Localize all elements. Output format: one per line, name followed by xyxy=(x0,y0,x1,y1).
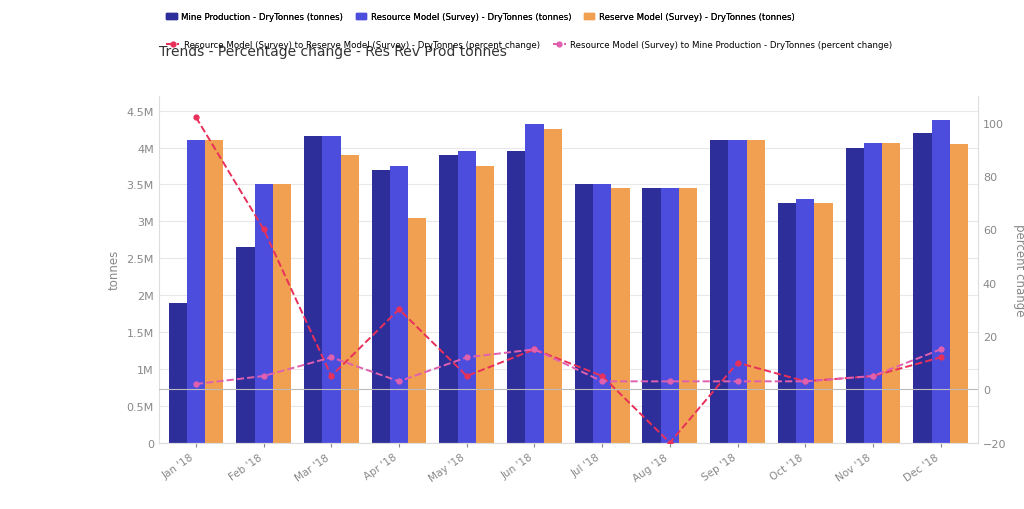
Legend: Mine Production - DryTonnes (tonnes), Resource Model (Survey) - DryTonnes (tonne: Mine Production - DryTonnes (tonnes), Re… xyxy=(163,9,798,25)
Resource Model (Survey) to Reserve Model (Survey) - DryTonnes (percent change) xyxy=(461,373,473,379)
Line: Resource Model (Survey) to Reserve Model (Survey) - DryTonnes (percent change): Resource Model (Survey) to Reserve Model… xyxy=(194,116,943,445)
Bar xyxy=(796,200,814,443)
Resource Model (Survey) to Mine Production - DryTonnes (percent change) xyxy=(731,379,743,385)
Resource Model (Survey) to Reserve Model (Survey) - DryTonnes (percent change) xyxy=(664,440,676,446)
Resource Model (Survey) to Reserve Model (Survey) - DryTonnes (percent change) xyxy=(799,379,811,385)
Resource Model (Survey) to Mine Production - DryTonnes (percent change) xyxy=(393,379,406,385)
Bar xyxy=(476,166,495,443)
Bar xyxy=(932,120,950,443)
Resource Model (Survey) to Reserve Model (Survey) - DryTonnes (percent change) xyxy=(528,347,541,353)
Bar xyxy=(814,204,833,443)
Bar xyxy=(409,218,426,443)
Resource Model (Survey) to Reserve Model (Survey) - DryTonnes (percent change) xyxy=(189,115,202,121)
Resource Model (Survey) to Reserve Model (Survey) - DryTonnes (percent change) xyxy=(867,373,880,379)
Resource Model (Survey) to Mine Production - DryTonnes (percent change) xyxy=(326,355,338,361)
Bar xyxy=(237,248,255,443)
Bar xyxy=(304,137,323,443)
Bar xyxy=(746,141,765,443)
Bar xyxy=(169,303,186,443)
Resource Model (Survey) to Mine Production - DryTonnes (percent change) xyxy=(867,373,880,379)
Bar xyxy=(660,189,679,443)
Bar xyxy=(778,204,796,443)
Bar xyxy=(711,141,728,443)
Bar xyxy=(525,125,544,443)
Bar xyxy=(642,189,660,443)
Bar xyxy=(728,141,746,443)
Resource Model (Survey) to Mine Production - DryTonnes (percent change) xyxy=(596,379,608,385)
Resource Model (Survey) to Mine Production - DryTonnes (percent change) xyxy=(528,347,541,353)
Resource Model (Survey) to Reserve Model (Survey) - DryTonnes (percent change) xyxy=(731,360,743,366)
Resource Model (Survey) to Reserve Model (Survey) - DryTonnes (percent change) xyxy=(935,355,947,361)
Line: Resource Model (Survey) to Mine Production - DryTonnes (percent change): Resource Model (Survey) to Mine Producti… xyxy=(194,347,943,387)
Bar xyxy=(186,141,205,443)
Resource Model (Survey) to Mine Production - DryTonnes (percent change) xyxy=(664,379,676,385)
Bar xyxy=(323,137,341,443)
Bar xyxy=(205,141,223,443)
Bar xyxy=(544,130,562,443)
Resource Model (Survey) to Mine Production - DryTonnes (percent change) xyxy=(257,373,269,379)
Bar xyxy=(882,144,900,443)
Bar xyxy=(593,185,611,443)
Resource Model (Survey) to Reserve Model (Survey) - DryTonnes (percent change) xyxy=(596,373,608,379)
Resource Model (Survey) to Mine Production - DryTonnes (percent change) xyxy=(461,355,473,361)
Bar xyxy=(913,133,932,443)
Resource Model (Survey) to Reserve Model (Survey) - DryTonnes (percent change) xyxy=(393,306,406,313)
Bar xyxy=(950,145,968,443)
Bar xyxy=(574,185,593,443)
Legend: Resource Model (Survey) to Reserve Model (Survey) - DryTonnes (percent change), : Resource Model (Survey) to Reserve Model… xyxy=(163,37,895,53)
Text: Trends - Percentage change - Res Rev Prod tonnes: Trends - Percentage change - Res Rev Pro… xyxy=(159,45,507,59)
Bar xyxy=(439,156,458,443)
Bar xyxy=(864,144,882,443)
Resource Model (Survey) to Reserve Model (Survey) - DryTonnes (percent change) xyxy=(257,227,269,233)
Bar xyxy=(846,149,864,443)
Bar xyxy=(458,152,476,443)
Bar xyxy=(679,189,697,443)
Bar xyxy=(372,171,390,443)
Resource Model (Survey) to Reserve Model (Survey) - DryTonnes (percent change) xyxy=(326,373,338,379)
Resource Model (Survey) to Mine Production - DryTonnes (percent change) xyxy=(935,347,947,353)
Y-axis label: tonnes: tonnes xyxy=(108,250,121,290)
Bar xyxy=(611,189,630,443)
Bar xyxy=(255,185,272,443)
Bar xyxy=(507,152,525,443)
Resource Model (Survey) to Mine Production - DryTonnes (percent change) xyxy=(799,379,811,385)
Resource Model (Survey) to Mine Production - DryTonnes (percent change) xyxy=(189,381,202,387)
Bar xyxy=(390,166,409,443)
Bar xyxy=(341,156,358,443)
Bar xyxy=(272,185,291,443)
Y-axis label: percent change: percent change xyxy=(1013,223,1024,316)
